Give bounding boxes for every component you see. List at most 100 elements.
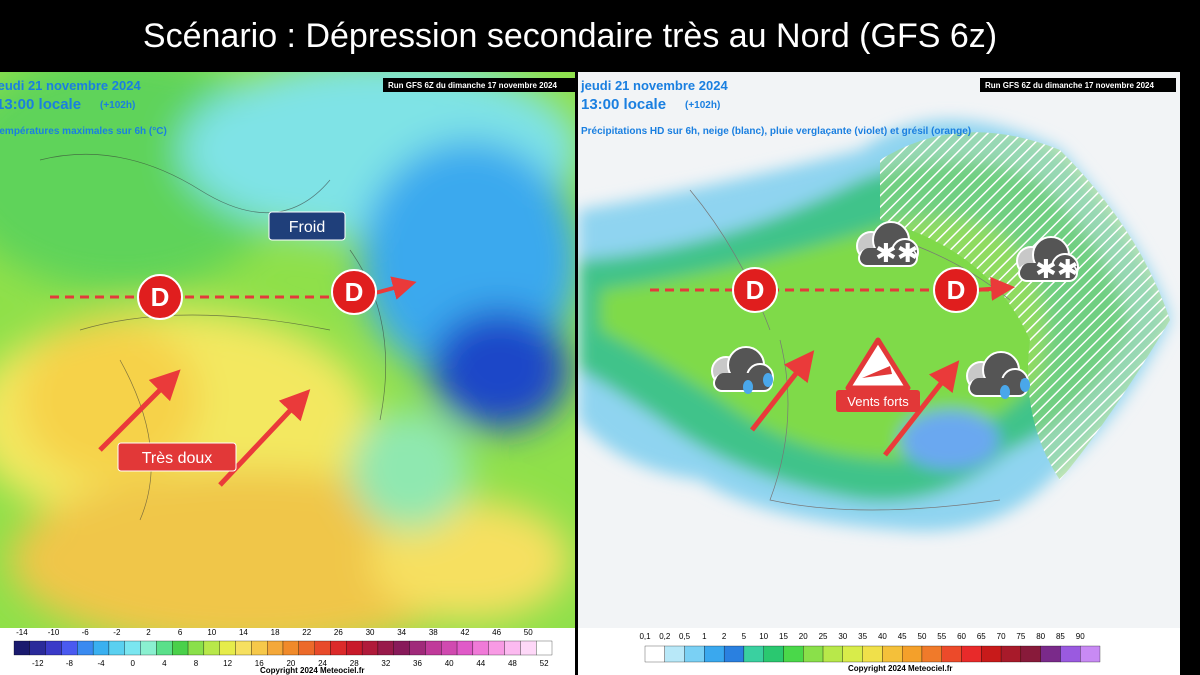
scale-cell [140,640,157,656]
precipitation-scale: 0,1 0,2 0,5 1 2 5 10 15 20 25 30 35 40 45 50 55 60 65 70 75… [639,632,1101,663]
scale-label: 22 [302,628,311,637]
scale-cell [425,640,442,656]
scale-label: 8 [194,659,199,668]
scale-cell [441,640,458,656]
scale-cell [92,640,110,656]
scale-label: 35 [858,632,867,641]
scale-label: -4 [97,659,105,668]
scale-cell [902,645,923,663]
side-band [1180,72,1200,675]
scale-label: 50 [918,632,927,641]
scale-cell [536,640,553,656]
scale-label: 10 [207,628,216,637]
map-field: Températures maximales sur 6h (°C) [0,126,167,137]
scale-label: 20 [799,632,808,641]
wind-badge [836,390,920,412]
scale-label: 0,2 [659,632,671,641]
scale-cell [29,640,46,656]
scale-cell [314,640,331,656]
scale-label: 50 [524,628,533,637]
scale-label: 14 [239,628,248,637]
low-label: D [345,277,364,307]
scale-cell [13,640,30,656]
low-marker [137,274,183,320]
scale-label: 46 [492,628,501,637]
arrow [98,369,181,452]
scale-label: 40 [878,632,887,641]
scale-cell [981,645,1002,663]
scale-label: -8 [66,659,74,668]
mild-badge [117,442,237,472]
scale-label: 60 [957,632,966,641]
scale-label: -14 [16,628,28,637]
scale-label: 1 [702,632,707,641]
scale-cell [267,640,284,656]
scale-cell [235,640,252,656]
low-label: D [947,275,966,305]
scale-label: 30 [366,628,375,637]
scale-label: 5 [742,632,747,641]
low-label: D [151,282,170,312]
scale-cell [822,645,843,663]
map-lead: (+102h) [685,100,720,111]
scale-cell [842,645,863,663]
scale-label: 34 [397,628,406,637]
scale-cell [409,640,426,656]
scale-cell [124,640,141,656]
scale-cell [882,645,903,663]
arrow [974,276,1015,301]
scale-label: 80 [1036,632,1045,641]
scale-label: 65 [977,632,986,641]
scale-cell [1080,645,1101,663]
wind-label: Vents forts [847,394,909,409]
header-band [0,0,1200,72]
scale-cell [684,645,705,663]
rain-drops [743,373,773,394]
low-marker [331,269,377,315]
scale-label: 52 [540,659,549,668]
scale-label: 75 [1016,632,1025,641]
scale-cell [282,640,299,656]
scale-cell [346,640,363,656]
scale-cell [251,640,268,656]
arrow [883,360,960,457]
scale-label: -2 [113,628,121,637]
scale-cell [361,640,379,656]
mild-label: Très doux [142,450,213,467]
scale-cell [1000,645,1022,663]
low-label: D [746,275,765,305]
scale-cell [472,640,489,656]
scale-cell [172,640,189,656]
scale-label: 55 [937,632,946,641]
snow-flakes: ✱✱ [875,238,919,268]
scale-label: 0 [130,659,135,668]
scale-label: 10 [759,632,768,641]
snow-flakes: ✱✱ [1035,254,1079,284]
windsock [862,366,892,378]
scale-cell [61,640,78,656]
scale-label: 6 [178,628,183,637]
scale-cell [187,640,205,656]
scale-cell [921,645,942,663]
arrow [750,350,815,432]
low-marker [933,267,979,313]
scale-cell [520,640,537,656]
scale-cell [783,645,804,663]
scale-label: 18 [271,628,280,637]
arrow [374,276,417,300]
low-marker [732,267,778,313]
scale-cell [156,640,173,656]
scale-label: 48 [508,659,517,668]
scale-label: 36 [413,659,422,668]
scale-cell [1060,645,1081,663]
scale-label: -6 [82,628,90,637]
run-info: Run GFS 6Z du dimanche 17 novembre 2024 [388,81,557,90]
scale-cell [803,645,824,663]
cold-badge [268,211,346,241]
scale-label: 15 [779,632,788,641]
scale-label: 2 [722,632,727,641]
map-time: 13:00 locale [581,96,666,113]
scale-label: 24 [318,659,327,668]
scale-cell [644,645,665,663]
